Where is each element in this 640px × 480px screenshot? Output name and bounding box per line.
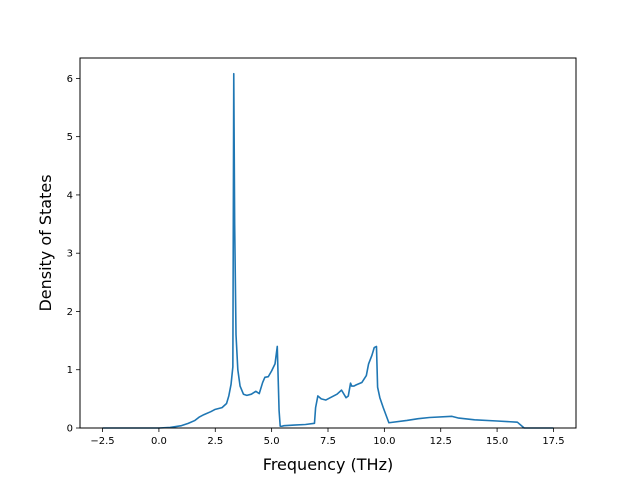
plot-background: [80, 58, 576, 428]
x-tick-label: 12.5: [430, 436, 452, 447]
y-tick-label: 4: [67, 190, 73, 201]
series-layer: [102, 72, 554, 429]
y-tick-label: 0: [67, 424, 73, 435]
y-tick-label: 2: [67, 307, 73, 318]
y-tick-label: 3: [67, 249, 73, 260]
y-tick-label: 1: [67, 365, 73, 376]
x-tick-label: 2.5: [207, 436, 223, 447]
x-tick-label: −2.5: [90, 436, 114, 447]
plot-frame: [79, 57, 577, 429]
x-tick-label: 17.5: [542, 436, 564, 447]
y-tick-label: 5: [67, 132, 73, 143]
y-axis-label: Density of States: [36, 174, 55, 311]
x-ticks: −2.5 0.0 2.5 5.0 7.5 10.0 12.5 15.0 17.5: [90, 428, 565, 447]
dos-series-line: [102, 72, 554, 429]
y-ticks: 0 1 2 3 4 5 6: [67, 74, 80, 435]
x-tick-label: 5.0: [264, 436, 280, 447]
x-tick-label: 7.5: [320, 436, 336, 447]
x-tick-label: 10.0: [373, 436, 395, 447]
y-tick-label: 6: [67, 74, 73, 85]
x-tick-label: 15.0: [486, 436, 508, 447]
x-tick-label: 0.0: [151, 436, 167, 447]
x-axis-label: Frequency (THz): [263, 455, 393, 474]
